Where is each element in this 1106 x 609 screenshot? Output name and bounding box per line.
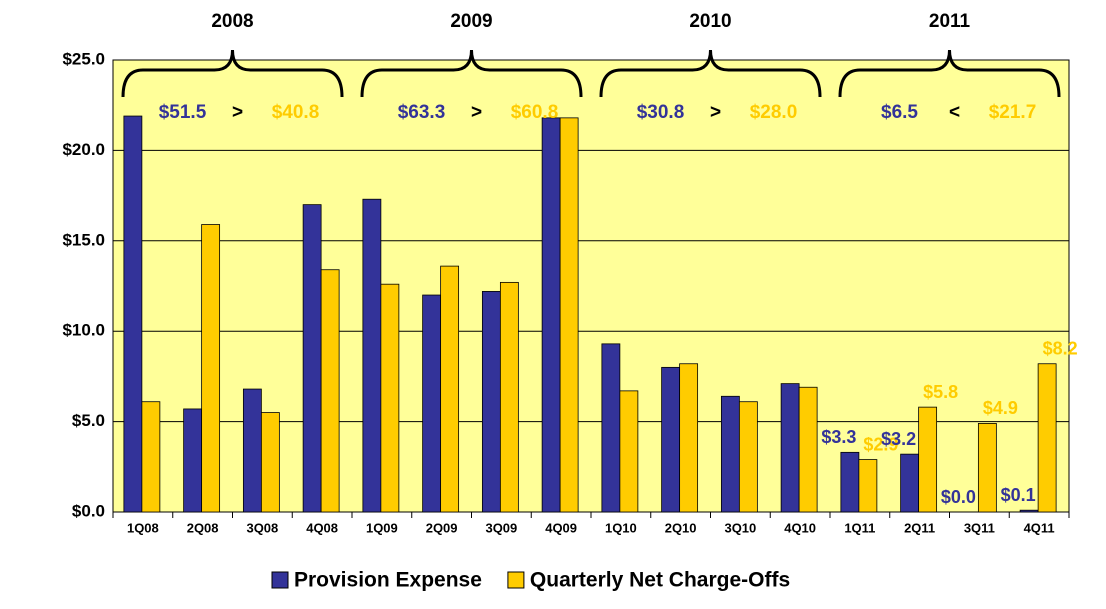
- bar: [858, 459, 878, 513]
- bar: [780, 383, 800, 513]
- bar: [720, 395, 740, 513]
- x-tick-label: 3Q11: [964, 520, 995, 535]
- bar: [679, 363, 699, 513]
- x-tick-label: 2Q11: [904, 520, 935, 535]
- bar: [422, 294, 442, 513]
- brace: [599, 49, 822, 98]
- x-tick-label: 4Q11: [1024, 520, 1055, 535]
- charge-offs-total: $21.7: [989, 102, 1037, 123]
- value-label: $0.1: [1001, 485, 1036, 505]
- bar: [661, 366, 681, 513]
- bar: [918, 406, 938, 513]
- brace: [838, 49, 1061, 98]
- provision-total: $51.5: [159, 102, 207, 123]
- x-tick-label: 3Q08: [246, 520, 278, 535]
- x-tick-label: 2Q10: [665, 520, 697, 535]
- value-label: $5.8: [923, 382, 958, 402]
- provision-total: $30.8: [637, 102, 685, 123]
- bar: [738, 401, 758, 513]
- y-tick-label: $5.0: [72, 411, 105, 430]
- comparison-sign: <: [949, 102, 960, 123]
- bar: [320, 269, 340, 513]
- legend-label: Quarterly Net Charge-Offs: [530, 569, 790, 592]
- value-label: $0.0: [941, 487, 976, 507]
- provision-total: $6.5: [881, 102, 918, 123]
- charge-offs-total: $60.8: [511, 102, 559, 123]
- charge-offs-total: $28.0: [750, 102, 798, 123]
- x-tick-label: 1Q11: [844, 520, 875, 535]
- legend-swatch: [507, 571, 525, 589]
- bar: [302, 204, 322, 513]
- brace: [121, 49, 344, 98]
- x-tick-label: 4Q10: [784, 520, 816, 535]
- comparison-sign: >: [232, 102, 243, 123]
- x-tick-label: 1Q10: [605, 520, 637, 535]
- y-tick-label: $10.0: [62, 321, 105, 340]
- x-tick-label: 1Q08: [127, 520, 159, 535]
- y-tick-label: $25.0: [62, 49, 105, 68]
- legend-swatch: [271, 571, 289, 589]
- bar: [123, 115, 143, 513]
- value-label: $8.2: [1043, 338, 1078, 358]
- bar: [183, 408, 203, 513]
- provision-total: $63.3: [398, 102, 446, 123]
- bar: [499, 281, 519, 513]
- x-tick-label: 2Q08: [187, 520, 219, 535]
- bar: [1037, 363, 1057, 513]
- x-tick-label: 4Q09: [545, 520, 577, 535]
- value-label: $2.9: [863, 434, 898, 454]
- bar: [619, 390, 639, 513]
- year-label: 2009: [450, 11, 492, 32]
- year-label: 2011: [929, 11, 971, 32]
- y-tick-label: $0.0: [72, 501, 105, 520]
- brace: [360, 49, 583, 98]
- x-tick-label: 3Q10: [724, 520, 756, 535]
- bar: [260, 412, 280, 513]
- year-label: 2008: [211, 11, 253, 32]
- comparison-sign: >: [471, 102, 482, 123]
- bar: [541, 117, 561, 513]
- value-label: $3.3: [821, 427, 856, 447]
- bar: [798, 386, 818, 513]
- value-label: $3.2: [881, 429, 916, 449]
- bar: [840, 451, 860, 513]
- bar: [141, 401, 161, 513]
- x-tick-label: 1Q09: [366, 520, 398, 535]
- y-tick-label: $15.0: [62, 230, 105, 249]
- value-label: $4.9: [983, 398, 1018, 418]
- bar: [1019, 509, 1039, 513]
- bar: [201, 224, 221, 513]
- comparison-sign: >: [710, 102, 721, 123]
- bar: [900, 453, 920, 513]
- bar: [440, 265, 460, 513]
- bar: [481, 291, 501, 513]
- bar: [977, 423, 997, 513]
- bar: [380, 283, 400, 513]
- y-tick-label: $20.0: [62, 140, 105, 159]
- bar: [362, 198, 382, 513]
- legend-label: Provision Expense: [294, 569, 482, 592]
- charge-offs-total: $40.8: [272, 102, 320, 123]
- bar: [242, 388, 262, 513]
- bar: [559, 117, 579, 513]
- x-tick-label: 2Q09: [426, 520, 458, 535]
- bar: [601, 343, 621, 513]
- year-label: 2010: [689, 11, 731, 32]
- x-tick-label: 4Q08: [306, 520, 338, 535]
- x-tick-label: 3Q09: [485, 520, 517, 535]
